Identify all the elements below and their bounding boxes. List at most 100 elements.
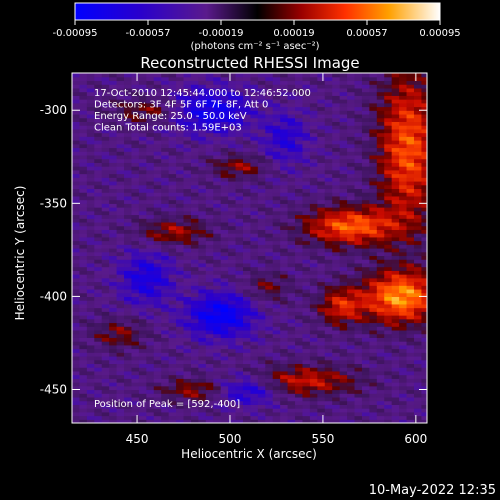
heatmap-cell xyxy=(347,355,356,361)
heatmap-cell xyxy=(324,99,333,104)
heatmap-cell xyxy=(250,136,259,141)
heatmap-cell xyxy=(391,151,400,156)
heatmap-cell xyxy=(302,326,311,331)
heatmap-cell xyxy=(124,307,133,312)
heatmap-cell xyxy=(391,404,400,409)
heatmap-cell xyxy=(198,177,207,182)
heatmap-cell xyxy=(332,281,341,286)
heatmap-cell xyxy=(176,262,185,268)
heatmap-cell xyxy=(228,154,237,160)
heatmap-cell xyxy=(72,341,81,346)
heatmap-cell xyxy=(421,341,427,346)
heatmap-cell xyxy=(257,311,266,316)
heatmap-cell xyxy=(168,87,177,93)
heatmap-cell xyxy=(295,270,304,275)
heatmap-cell xyxy=(376,192,385,197)
heatmap-cell xyxy=(198,214,207,219)
heatmap-cell xyxy=(399,87,408,93)
heatmap-cell xyxy=(339,385,348,391)
heatmap-cell xyxy=(176,240,185,245)
heatmap-cell xyxy=(272,292,281,297)
heatmap-cell xyxy=(413,296,423,301)
heatmap-cell xyxy=(131,363,140,368)
heatmap-cell xyxy=(183,113,192,119)
heatmap-cell xyxy=(413,218,423,223)
heatmap-cell xyxy=(86,143,95,149)
heatmap-cell xyxy=(168,404,177,409)
heatmap-cell xyxy=(406,389,415,394)
heatmap-cell xyxy=(280,311,289,316)
heatmap-cell xyxy=(79,311,88,316)
heatmap-cell xyxy=(265,158,274,163)
heatmap-cell xyxy=(220,333,229,338)
heatmap-cell xyxy=(257,147,266,152)
heatmap-cell xyxy=(168,352,177,357)
heatmap-cell xyxy=(213,359,222,365)
heatmap-cell xyxy=(109,233,118,238)
heatmap-cell xyxy=(399,117,408,122)
heatmap-cell xyxy=(265,322,274,327)
heatmap-cell xyxy=(235,374,244,379)
heatmap-cell xyxy=(339,367,348,372)
heatmap-cell xyxy=(79,262,88,268)
heatmap-cell xyxy=(384,322,393,327)
heatmap-cell xyxy=(176,225,185,230)
heatmap-cell xyxy=(413,136,423,141)
heatmap-cell xyxy=(86,87,95,93)
heatmap-cell xyxy=(72,113,81,119)
heatmap-cell xyxy=(213,169,222,175)
heatmap-cell xyxy=(86,396,95,402)
heatmap-cell xyxy=(406,76,415,82)
heatmap-cell xyxy=(131,221,140,227)
heatmap-cell xyxy=(399,341,408,346)
heatmap-cell xyxy=(324,195,333,201)
heatmap-cell xyxy=(198,248,207,253)
heatmap-cell xyxy=(190,315,199,320)
heatmap-cell xyxy=(94,106,103,111)
heatmap-cell xyxy=(116,236,125,242)
heatmap-cell xyxy=(183,173,192,178)
heatmap-cell xyxy=(347,188,356,193)
heatmap-cell xyxy=(347,385,356,391)
heatmap-cell xyxy=(220,91,229,96)
heatmap-cell xyxy=(109,374,118,379)
heatmap-cell xyxy=(369,151,378,156)
heatmap-cell xyxy=(406,121,415,126)
heatmap-cell xyxy=(406,329,415,335)
heatmap-cell xyxy=(369,411,378,417)
heatmap-cell xyxy=(235,333,244,338)
heatmap-cell xyxy=(86,248,95,253)
heatmap-cell xyxy=(421,411,427,417)
heatmap-cell xyxy=(361,348,370,353)
heatmap-cell xyxy=(361,199,370,204)
heatmap-cell xyxy=(287,270,296,275)
heatmap-cell xyxy=(146,229,155,234)
heatmap-cell xyxy=(94,396,103,402)
heatmap-cell xyxy=(220,218,229,223)
heatmap-cell xyxy=(86,80,95,85)
heatmap-cell xyxy=(384,236,393,242)
heatmap-cell xyxy=(399,225,408,230)
heatmap-cell xyxy=(101,154,110,160)
heatmap-cell xyxy=(153,344,162,350)
heatmap-cell xyxy=(257,385,266,391)
heatmap-cell xyxy=(101,348,110,353)
heatmap-cell xyxy=(332,240,341,245)
heatmap-cell xyxy=(228,370,237,376)
heatmap-cell xyxy=(190,162,199,167)
heatmap-cell xyxy=(86,166,95,171)
heatmap-cell xyxy=(176,136,185,141)
heatmap-cell xyxy=(146,225,155,230)
heatmap-cell xyxy=(309,184,318,190)
heatmap-cell xyxy=(138,370,147,376)
heatmap-cell xyxy=(421,374,427,379)
heatmap-cell xyxy=(242,274,252,279)
heatmap-cell xyxy=(406,113,415,119)
heatmap-cell xyxy=(205,322,214,327)
heatmap-cell xyxy=(146,125,155,130)
heatmap-cell xyxy=(421,76,427,82)
heatmap-cell xyxy=(302,128,311,134)
heatmap-cell xyxy=(86,400,95,405)
heatmap-cell xyxy=(220,203,229,208)
heatmap-cell xyxy=(124,396,133,402)
